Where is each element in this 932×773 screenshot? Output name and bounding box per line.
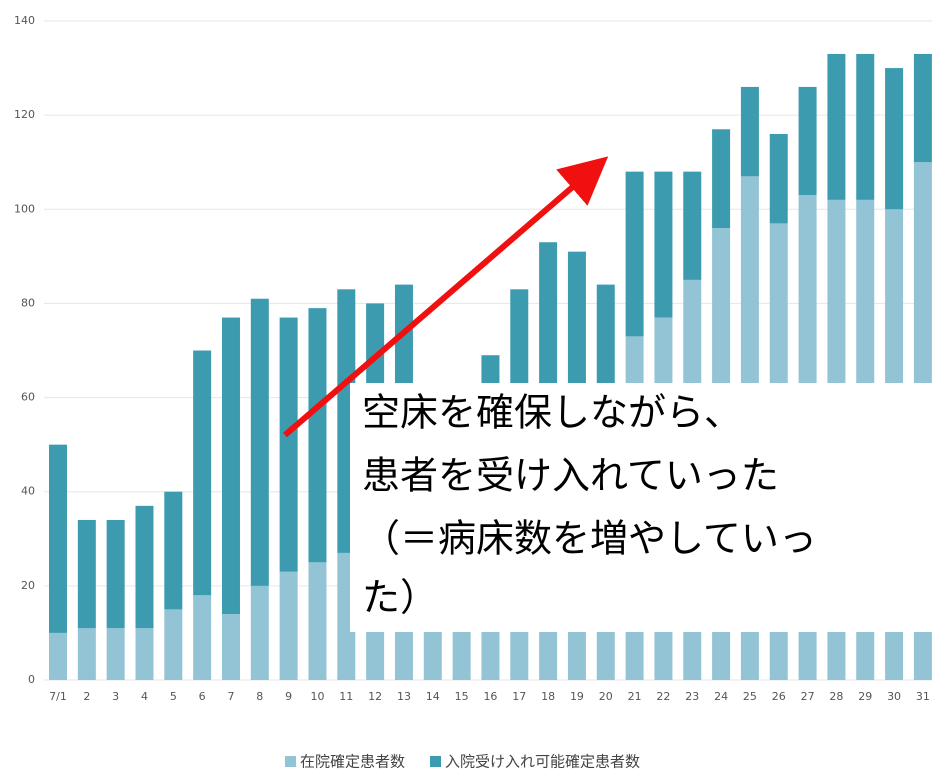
x-tick-label: 7/1	[49, 690, 67, 703]
bar-segment	[193, 350, 212, 596]
bar-segment	[77, 628, 96, 680]
x-tick-label: 24	[714, 690, 728, 703]
x-tick-label: 12	[368, 690, 382, 703]
x-tick-label: 22	[656, 690, 670, 703]
bar-segment	[625, 171, 644, 337]
arrow	[283, 156, 609, 438]
x-tick-label: 15	[455, 690, 469, 703]
x-tick-label: 2	[83, 690, 90, 703]
x-tick-label: 13	[397, 690, 411, 703]
x-tick-label: 6	[199, 690, 206, 703]
x-tick-label: 8	[256, 690, 263, 703]
x-tick-label: 23	[685, 690, 699, 703]
y-tick-label: 0	[28, 673, 35, 686]
bar-segment	[913, 53, 932, 163]
bar-segment	[221, 317, 240, 615]
bar-segment	[49, 444, 67, 633]
legend-swatch	[430, 756, 442, 767]
x-tick-label: 30	[887, 690, 901, 703]
legend-swatch	[285, 756, 296, 767]
x-tick-label: 14	[426, 690, 440, 703]
bar-segment	[49, 632, 67, 680]
y-tick-label: 80	[21, 296, 35, 309]
annotation-line: 患者を受け入れていった	[362, 454, 779, 498]
bar-segment	[596, 284, 615, 389]
bar-segment	[164, 491, 183, 610]
bar-segment	[740, 86, 759, 177]
bar-segment	[798, 86, 817, 196]
bar-segment	[683, 171, 702, 280]
bar-segment	[279, 571, 298, 680]
y-tick-label: 120	[14, 108, 35, 121]
bar-segment	[856, 53, 875, 200]
legend-label: 在院確定患者数	[300, 753, 405, 770]
x-tick-label: 17	[512, 690, 526, 703]
bar-segment	[250, 298, 269, 586]
bar-segment	[193, 595, 212, 680]
x-tick-label: 27	[801, 690, 815, 703]
x-tick-label: 31	[916, 690, 930, 703]
x-tick-label: 16	[483, 690, 497, 703]
x-tick-label: 7	[227, 690, 234, 703]
y-tick-label: 140	[14, 14, 35, 27]
bar-segment	[308, 562, 327, 680]
bar-segment	[106, 628, 125, 680]
y-tick-label: 40	[21, 485, 35, 498]
bar-segment	[250, 585, 269, 680]
x-tick-label: 20	[599, 690, 613, 703]
x-tick-label: 25	[743, 690, 757, 703]
annotation-line: 空床を確保しながら、	[362, 391, 742, 435]
bar-segment	[308, 308, 327, 563]
x-tick-label: 10	[310, 690, 324, 703]
bar-segment	[135, 628, 154, 680]
bar-segment	[567, 251, 586, 407]
x-tick-label: 29	[858, 690, 872, 703]
bar-segment	[885, 68, 904, 210]
bar-segment	[106, 519, 125, 629]
legend-label: 入院受け入れ可能確定患者数	[445, 753, 640, 770]
x-tick-label: 11	[339, 690, 353, 703]
bar-segment	[769, 133, 788, 224]
bar-segment	[279, 317, 298, 572]
bar-segment	[221, 614, 240, 680]
x-tick-label: 18	[541, 690, 555, 703]
y-tick-label: 20	[21, 579, 35, 592]
bar-segment	[827, 53, 846, 200]
y-tick-label: 60	[21, 391, 35, 404]
x-tick-label: 21	[628, 690, 642, 703]
x-tick-label: 9	[285, 690, 292, 703]
x-tick-label: 4	[141, 690, 148, 703]
annotation-line: （＝病床数を増やしていっ	[362, 517, 817, 561]
x-tick-label: 28	[829, 690, 843, 703]
annotation-box	[350, 383, 932, 632]
bar-segment	[135, 505, 154, 629]
x-tick-label: 3	[112, 690, 119, 703]
bar-segment	[164, 609, 183, 680]
x-tick-label: 26	[772, 690, 786, 703]
annotation-line: た）	[362, 576, 438, 620]
bar-segment	[77, 519, 96, 629]
bar-segment	[654, 171, 673, 318]
y-tick-label: 100	[14, 202, 35, 215]
bar-segment	[712, 129, 731, 229]
x-tick-label: 19	[570, 690, 584, 703]
x-tick-label: 5	[170, 690, 177, 703]
